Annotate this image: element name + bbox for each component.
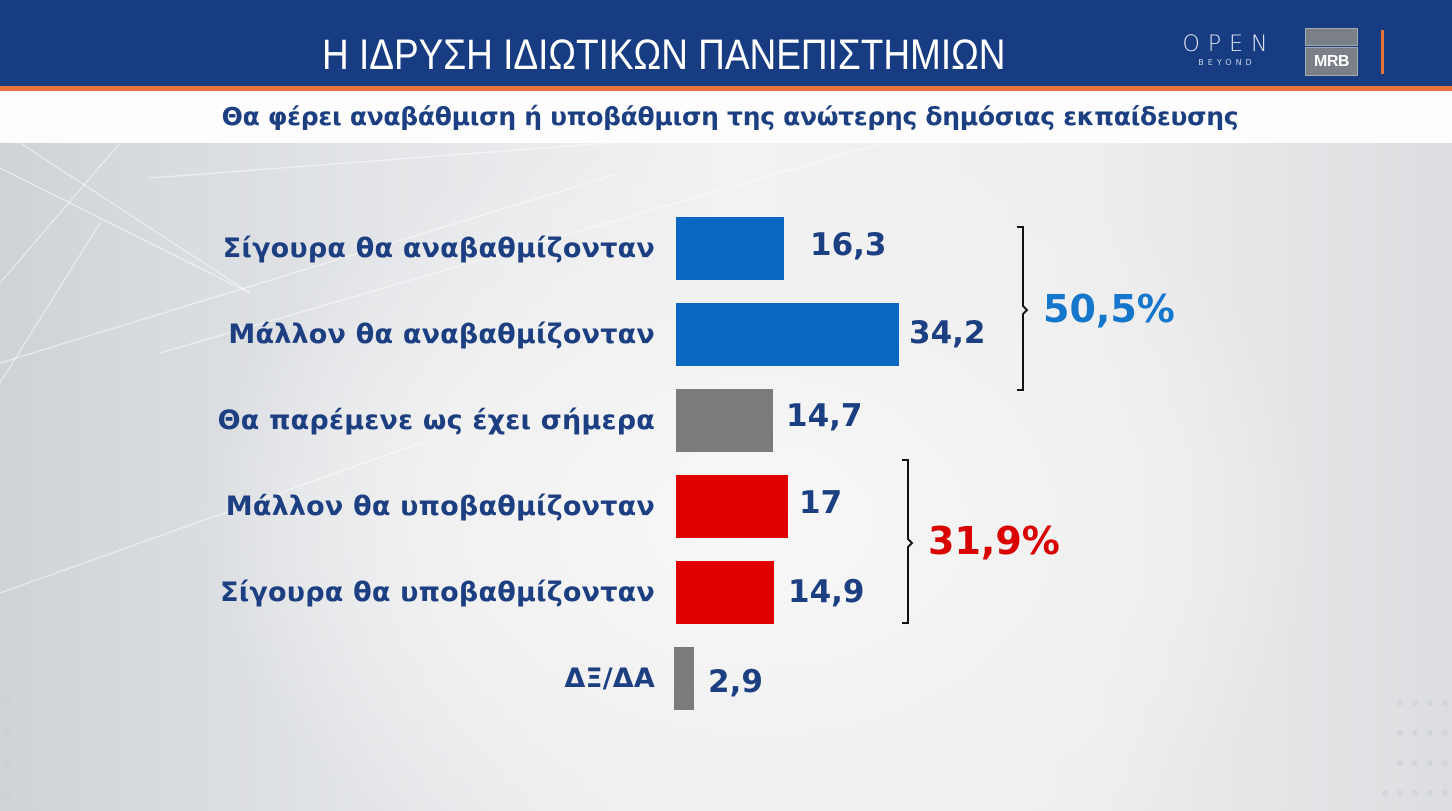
chart-subtitle: Θα φέρει αναβάθμιση ή υποβάθμιση της ανώ… xyxy=(221,102,1239,131)
header-band: Η ΙΔΡΥΣΗ ΙΔΙΩΤΙΚΩΝ ΠΑΝΕΠΙΣΤΗΜΙΩΝ OPEN BE… xyxy=(0,0,1452,86)
group-total-downgrade: 31,9% xyxy=(928,519,1060,563)
bar-value: 2,9 xyxy=(708,664,763,700)
accent-stripe xyxy=(0,86,1452,91)
bar-value: 34,2 xyxy=(909,315,986,351)
mrb-logo-text: MRB xyxy=(1305,47,1358,76)
mrb-logo: MRB xyxy=(1305,28,1358,76)
logo-open-subtext: BEYOND xyxy=(1198,58,1256,67)
bar-value: 16,3 xyxy=(810,227,887,263)
row-label: Σίγουρα θα υποβαθμίζονταν xyxy=(220,577,655,608)
row-label: Θα παρέμενε ως έχει σήμερα xyxy=(217,405,655,436)
subtitle-band: Θα φέρει αναβάθμιση ή υποβάθμιση της ανώ… xyxy=(0,91,1452,143)
row-label: Σίγουρα θα αναβαθμίζονταν xyxy=(222,233,655,264)
bar-remain-same xyxy=(676,389,773,452)
bar-value: 17 xyxy=(799,485,843,521)
logo-open-text: OPEN xyxy=(1182,32,1276,57)
bar-probably-downgrade xyxy=(676,475,788,538)
bar-value: 14,7 xyxy=(786,398,863,434)
bar-probably-upgrade xyxy=(676,303,899,366)
group-total-upgrade: 50,5% xyxy=(1043,287,1175,331)
row-label: Μάλλον θα αναβαθμίζονταν xyxy=(228,319,655,350)
bar-certainly-downgrade xyxy=(676,561,774,624)
row-label: Μάλλον θα υποβαθμίζονταν xyxy=(225,491,655,522)
open-beyond-logo: OPEN BEYOND xyxy=(1172,33,1278,75)
bar-value: 14,9 xyxy=(788,574,865,610)
page-title: Η ΙΔΡΥΣΗ ΙΔΙΩΤΙΚΩΝ ΠΑΝΕΠΙΣΤΗΜΙΩΝ xyxy=(322,31,1006,79)
background-decoration xyxy=(0,143,1448,796)
row-label: ΔΞ/ΔΑ xyxy=(564,663,655,694)
bar-certainly-upgrade xyxy=(676,217,784,280)
mrb-logo-top-block xyxy=(1305,28,1358,46)
bar-dont-know xyxy=(674,647,694,710)
logo-divider xyxy=(1381,30,1384,74)
bracket-downgrade-icon xyxy=(902,459,914,624)
bracket-upgrade-icon xyxy=(1017,226,1029,391)
